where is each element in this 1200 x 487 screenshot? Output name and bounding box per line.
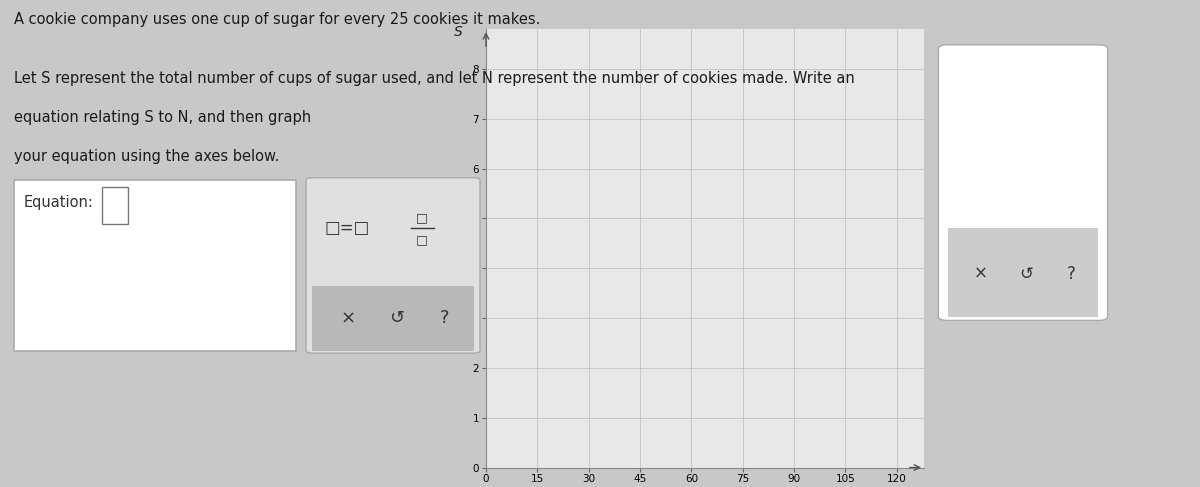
Text: ?: ?	[440, 309, 450, 327]
Text: □: □	[416, 211, 428, 224]
Text: S: S	[455, 25, 463, 39]
Text: A cookie company uses one cup of sugar for every 25 cookies it makes.: A cookie company uses one cup of sugar f…	[14, 12, 541, 27]
Text: ×: ×	[988, 155, 997, 165]
Text: Let S represent the total number of cups of sugar used, and let N represent the : Let S represent the total number of cups…	[14, 71, 856, 86]
Text: equation relating S to N, and then graph: equation relating S to N, and then graph	[14, 110, 312, 125]
Text: ?: ?	[1067, 265, 1075, 282]
Text: ×: ×	[974, 265, 988, 282]
FancyBboxPatch shape	[953, 89, 992, 127]
Text: Equation:: Equation:	[24, 195, 94, 210]
Text: □: □	[416, 233, 428, 246]
Text: your equation using the axes below.: your equation using the axes below.	[14, 149, 280, 164]
Text: ↺: ↺	[389, 309, 404, 327]
Text: ×: ×	[340, 309, 355, 327]
Text: ↺: ↺	[1019, 265, 1033, 282]
Text: □=□: □=□	[325, 219, 371, 237]
